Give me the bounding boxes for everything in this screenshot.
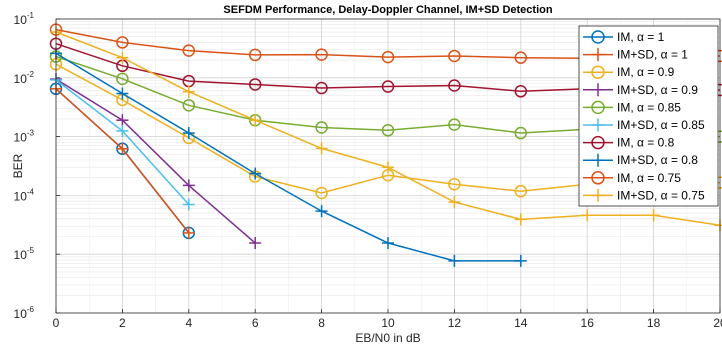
legend-label: IM, α = 0.85 [617,100,681,114]
x-tick-label: 2 [119,316,126,330]
chart-title: SEFDM Performance, Delay-Doppler Channel… [223,4,552,16]
x-tick-label: 12 [448,316,462,330]
x-tick-label: 16 [581,316,595,330]
x-axis-label: EB/N0 in dB [355,331,420,345]
legend-label: IM, α = 0.75 [617,171,681,185]
x-tick-label: 10 [381,316,395,330]
x-tick-label: 6 [252,316,259,330]
legend-label: IM, α = 0.9 [617,65,675,79]
x-tick-label: 20 [713,316,722,330]
legend-label: IM+SD, α = 0.9 [617,83,698,97]
legend-label: IM+SD, α = 1 [617,48,688,62]
x-tick-label: 18 [647,316,661,330]
legend-label: IM+SD, α = 0.8 [617,153,698,167]
legend-label: IM+SD, α = 0.75 [617,188,705,202]
legend-label: IM, α = 0.8 [617,136,675,150]
x-tick-label: 14 [514,316,528,330]
legend-item: IM, α = 1 [583,30,665,44]
x-tick-label: 8 [318,316,325,330]
x-tick-label: 4 [185,316,192,330]
legend: IM, α = 1 IM+SD, α = 1 IM, α = 0.9 IM+SD, α… [579,26,718,206]
legend-label: IM, α = 1 [617,30,665,44]
x-tick-label: 0 [53,316,60,330]
y-axis-label: BER [11,153,25,178]
legend-label: IM+SD, α = 0.85 [617,118,705,132]
